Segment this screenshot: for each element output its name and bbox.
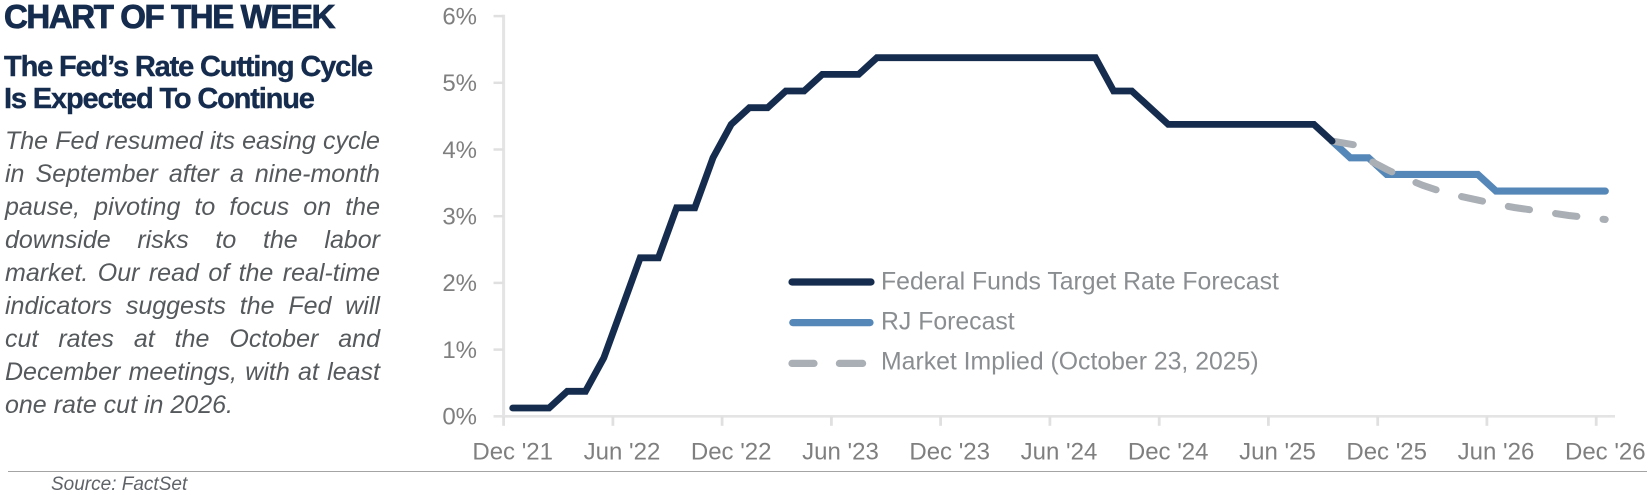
- svg-text:Jun '26: Jun '26: [1458, 438, 1535, 465]
- svg-text:0%: 0%: [442, 404, 477, 431]
- svg-text:Federal Funds Target Rate Fore: Federal Funds Target Rate Forecast: [881, 268, 1279, 295]
- svg-text:Jun '23: Jun '23: [802, 438, 879, 465]
- svg-text:Dec '21: Dec '21: [472, 438, 553, 465]
- svg-text:6%: 6%: [442, 3, 477, 30]
- svg-text:Jun '24: Jun '24: [1021, 438, 1098, 465]
- svg-text:2%: 2%: [442, 270, 477, 297]
- svg-text:Dec '26: Dec '26: [1565, 438, 1646, 465]
- svg-text:Dec '24: Dec '24: [1128, 438, 1209, 465]
- svg-text:1%: 1%: [442, 337, 477, 364]
- svg-text:3%: 3%: [442, 204, 477, 231]
- svg-text:Jun '22: Jun '22: [584, 438, 661, 465]
- svg-text:5%: 5%: [442, 70, 477, 97]
- svg-text:RJ Forecast: RJ Forecast: [881, 308, 1015, 335]
- svg-text:Jun '25: Jun '25: [1239, 438, 1316, 465]
- svg-text:Dec '23: Dec '23: [909, 438, 990, 465]
- svg-text:Dec '25: Dec '25: [1346, 438, 1427, 465]
- svg-text:Dec '22: Dec '22: [691, 438, 772, 465]
- svg-text:4%: 4%: [442, 137, 477, 164]
- svg-text:Market Implied (October 23, 20: Market Implied (October 23, 2025): [881, 348, 1259, 375]
